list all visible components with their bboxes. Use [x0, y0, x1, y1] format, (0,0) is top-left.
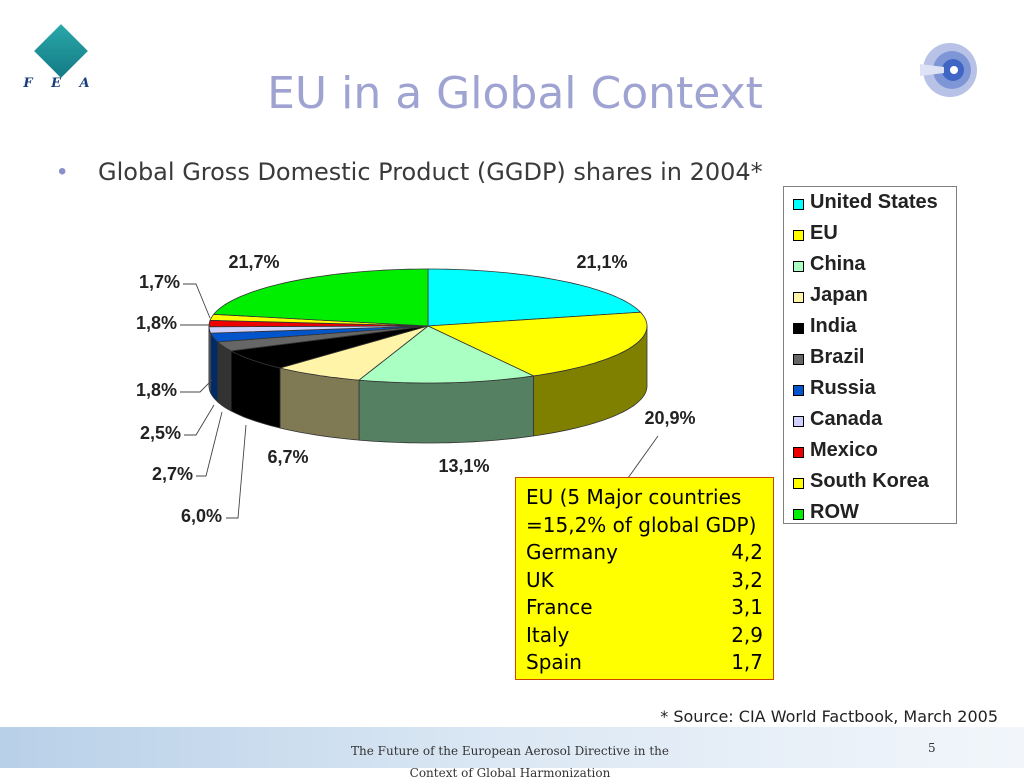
pie-data-label: 2,5%: [140, 423, 181, 443]
legend-item: Mexico: [784, 437, 956, 468]
legend-label: South Korea: [810, 470, 929, 492]
eu-row: Germany 4,2: [526, 539, 763, 567]
footer-line2: Context of Global Harmonization: [409, 766, 611, 780]
pie-side-wall: [358, 375, 534, 444]
eu-value: 1,7: [731, 650, 763, 674]
pie-side-wall: [217, 341, 232, 412]
chart-legend: United States EU China Japan India Brazil Russ…: [783, 186, 957, 524]
pie-data-label: 13,1%: [438, 456, 489, 476]
eu-row: Italy 2,9: [526, 622, 763, 650]
slide-title: EU in a Global Context: [267, 68, 763, 119]
source-note: * Source: CIA World Factbook, March 2005: [660, 707, 998, 726]
legend-label: ROW: [810, 501, 859, 523]
eu-value: 3,1: [731, 595, 763, 619]
eu-country: UK: [526, 567, 554, 592]
page-number: 5: [928, 741, 936, 755]
eu-row: Spain 1,7: [526, 649, 763, 677]
eu-breakdown-box: EU (5 Major countries =15,2% of global G…: [515, 477, 774, 680]
pie-slice-united-states: [427, 268, 642, 327]
legend-label: Russia: [810, 377, 876, 399]
legend-item: ROW: [784, 499, 956, 530]
legend-item: United States: [784, 189, 956, 220]
legend-item: EU: [784, 220, 956, 251]
eu-value: 2,9: [731, 622, 763, 647]
swirl-logo-icon: [920, 43, 977, 97]
pie-slice-eu: [426, 311, 648, 377]
legend-label: China: [810, 253, 866, 275]
eu-row: France 3,1: [526, 594, 763, 622]
eu-box-header-line1: EU (5 Major countries: [526, 485, 742, 509]
pie-data-label: 1,8%: [136, 380, 177, 400]
pie-slice-china: [357, 325, 535, 384]
legend-swatch: [793, 447, 804, 458]
pie-slice-india: [229, 325, 429, 369]
bullet-dot: •: [58, 158, 67, 185]
eu-row: UK 3,2: [526, 567, 763, 595]
pie-data-label: 21,7%: [228, 252, 279, 272]
gdp-pie-chart: 21,1% 20,9% 13,1% 6,7% 6,0% 2,7% 2,5% 1,8% 1,8% 1…: [136, 252, 696, 526]
legend-label: Canada: [810, 408, 883, 430]
legend-swatch: [793, 478, 804, 489]
eu-country: France: [526, 595, 593, 619]
legend-item: Brazil: [784, 344, 956, 375]
legend-label: Mexico: [810, 439, 878, 461]
pie-data-label: 21,1%: [576, 252, 627, 272]
legend-label: EU: [810, 222, 838, 244]
pie-slice-russia: [210, 325, 429, 343]
legend-label: Japan: [810, 284, 868, 306]
footer-bar: [0, 727, 1024, 768]
leader-line: [627, 435, 659, 479]
legend-swatch: [793, 416, 804, 427]
pie-slice-japan: [278, 325, 429, 381]
eu-country: Spain: [526, 650, 582, 674]
legend-label: India: [810, 315, 857, 337]
legend-item: China: [784, 251, 956, 282]
leader-line: [183, 283, 211, 319]
legend-swatch: [793, 323, 804, 334]
leader-line: [196, 411, 223, 477]
legend-item: Russia: [784, 375, 956, 406]
eu-value: 4,2: [731, 540, 763, 564]
eu-value: 3,2: [731, 567, 763, 592]
pie-data-label: 6,0%: [181, 506, 222, 526]
legend-item: South Korea: [784, 468, 956, 499]
leader-line: [184, 404, 215, 436]
legend-item: Japan: [784, 282, 956, 313]
pie-data-labels: 21,1% 20,9% 13,1% 6,7% 6,0% 2,7% 2,5% 1,8% 1,8% 1…: [136, 252, 696, 526]
fea-logo: F E A: [22, 24, 98, 94]
leader-line: [226, 424, 247, 519]
leader-line: [180, 379, 213, 393]
legend-swatch: [793, 292, 804, 303]
legend-swatch: [793, 385, 804, 396]
legend-swatch: [793, 199, 804, 210]
pie-top: [208, 268, 648, 384]
pie-data-label: 2,7%: [152, 464, 193, 484]
eu-country: Germany: [526, 540, 618, 564]
footer-line1: The Future of the European Aerosol Direc…: [351, 744, 669, 758]
legend-swatch: [793, 261, 804, 272]
footer-title: The Future of the European Aerosol Direc…: [340, 740, 680, 784]
legend-label: Brazil: [810, 346, 865, 368]
legend-swatch: [793, 509, 804, 520]
pie-data-label: 1,7%: [139, 272, 180, 292]
legend-item: Canada: [784, 406, 956, 437]
pie-slice-brazil: [216, 325, 429, 352]
legend-label: United States: [810, 191, 938, 213]
pie-data-label: 1,8%: [136, 313, 177, 333]
legend-item: India: [784, 313, 956, 344]
pie-data-label: 20,9%: [644, 408, 695, 428]
pie-data-label: 6,7%: [267, 447, 308, 467]
pie-side-wall: [210, 332, 219, 403]
legend-swatch: [793, 354, 804, 365]
bullet-text: Global Gross Domestic Product (GGDP) sha…: [98, 158, 763, 186]
logo-letters: F E A: [23, 76, 97, 91]
eu-box-header-line2: =15,2% of global GDP): [526, 512, 757, 537]
pie-slice-row: [212, 268, 429, 327]
eu-country: Italy: [526, 622, 570, 647]
legend-swatch: [793, 230, 804, 241]
